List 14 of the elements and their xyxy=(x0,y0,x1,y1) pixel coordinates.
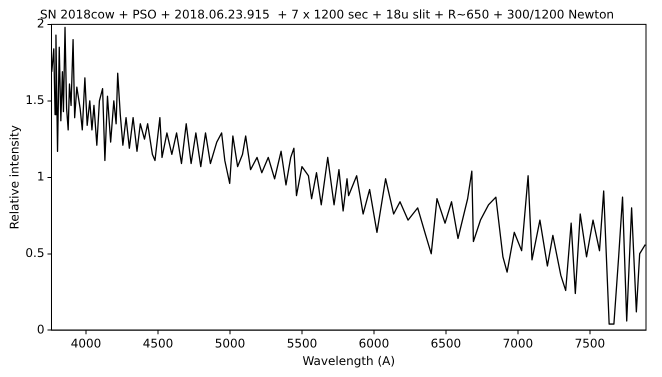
x-tick-label: 5000 xyxy=(214,336,246,351)
y-axis-title: Relative intensity xyxy=(7,125,22,230)
y-tick-label: 1.5 xyxy=(25,92,44,107)
x-tick-label: 4000 xyxy=(70,336,102,351)
x-tick-label: 5500 xyxy=(286,336,318,351)
x-tick-label: 7500 xyxy=(574,336,606,351)
x-tick-label: 7000 xyxy=(502,336,534,351)
x-tick-label: 6000 xyxy=(358,336,390,351)
y-tick-label: 0 xyxy=(36,322,44,336)
y-tick-label: 1 xyxy=(36,169,44,184)
x-tick-label: 4500 xyxy=(142,336,174,351)
x-tick-label: 6500 xyxy=(430,336,462,351)
y-tick-label: 0.5 xyxy=(25,246,44,260)
x-axis-title: Wavelength (A) xyxy=(302,354,396,368)
